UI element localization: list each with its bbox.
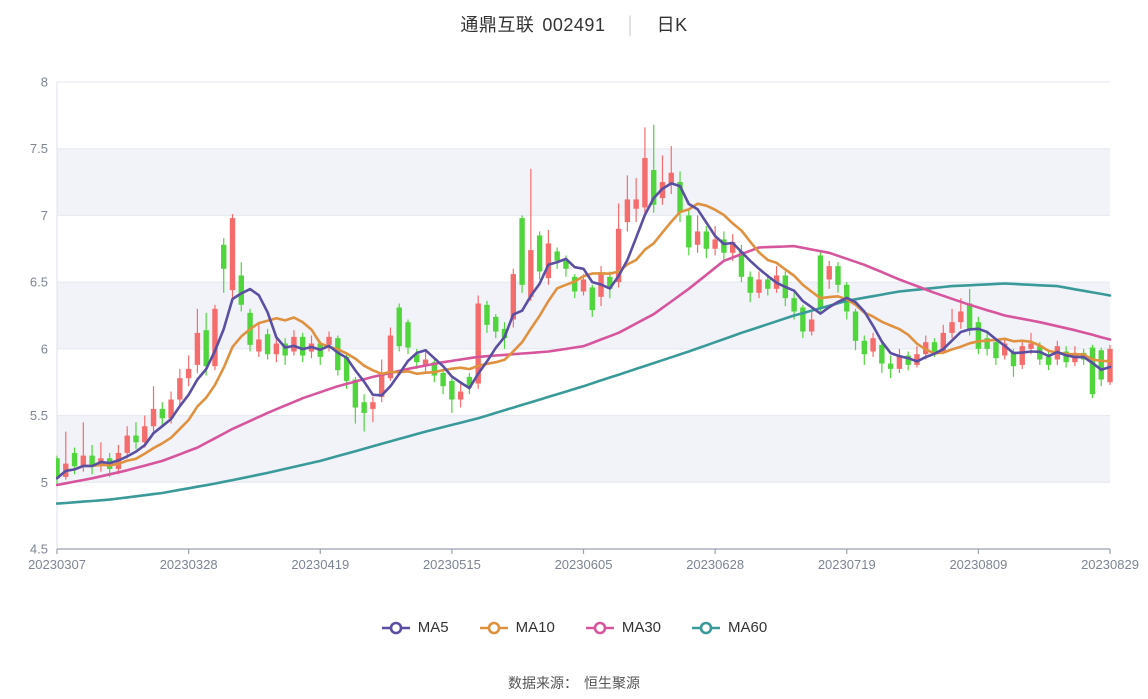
ma30-legend-icon bbox=[585, 621, 614, 634]
svg-text:20230719: 20230719 bbox=[818, 557, 876, 572]
ma5-legend-icon bbox=[381, 621, 410, 634]
svg-text:8: 8 bbox=[41, 75, 48, 90]
svg-text:6: 6 bbox=[41, 341, 48, 356]
stock-code: 002491 bbox=[542, 15, 606, 35]
svg-text:20230307: 20230307 bbox=[28, 557, 86, 572]
stock-name: 通鼎互联 bbox=[460, 15, 535, 35]
legend-item-ma60[interactable]: MA60 bbox=[691, 619, 767, 636]
svg-text:20230328: 20230328 bbox=[160, 557, 218, 572]
legend-label: MA10 bbox=[515, 619, 555, 636]
legend-item-ma5[interactable]: MA5 bbox=[381, 619, 449, 636]
svg-text:20230809: 20230809 bbox=[949, 557, 1007, 572]
svg-text:7: 7 bbox=[41, 208, 48, 223]
data-source-value: 恒生聚源 bbox=[584, 675, 640, 691]
svg-text:6.5: 6.5 bbox=[30, 275, 48, 290]
svg-text:5: 5 bbox=[41, 475, 48, 490]
kline-period: 日K bbox=[656, 15, 688, 35]
svg-text:20230515: 20230515 bbox=[423, 557, 481, 572]
ma60-legend-icon bbox=[692, 621, 721, 634]
ma10-legend-icon bbox=[479, 621, 508, 634]
ma-legend: MA5 MA10 MA30 MA60 bbox=[0, 619, 1148, 636]
legend-item-ma30[interactable]: MA30 bbox=[585, 619, 661, 636]
svg-text:5.5: 5.5 bbox=[30, 408, 48, 423]
legend-label: MA60 bbox=[728, 619, 768, 636]
svg-text:20230605: 20230605 bbox=[555, 557, 613, 572]
chart-title: 通鼎互联 002491 │ 日K bbox=[0, 11, 1148, 37]
legend-label: MA5 bbox=[417, 619, 449, 636]
svg-text:7.5: 7.5 bbox=[30, 141, 48, 156]
svg-text:20230628: 20230628 bbox=[686, 557, 744, 572]
legend-label: MA30 bbox=[621, 619, 662, 636]
legend-item-ma10[interactable]: MA10 bbox=[479, 619, 555, 636]
data-source-label: 数据来源： bbox=[508, 675, 578, 691]
svg-text:20230419: 20230419 bbox=[291, 557, 349, 572]
title-separator: │ bbox=[625, 16, 637, 35]
svg-text:4.5: 4.5 bbox=[30, 542, 48, 557]
data-source: 数据来源： 恒生聚源 bbox=[0, 673, 1148, 693]
svg-text:20230829: 20230829 bbox=[1081, 557, 1139, 572]
